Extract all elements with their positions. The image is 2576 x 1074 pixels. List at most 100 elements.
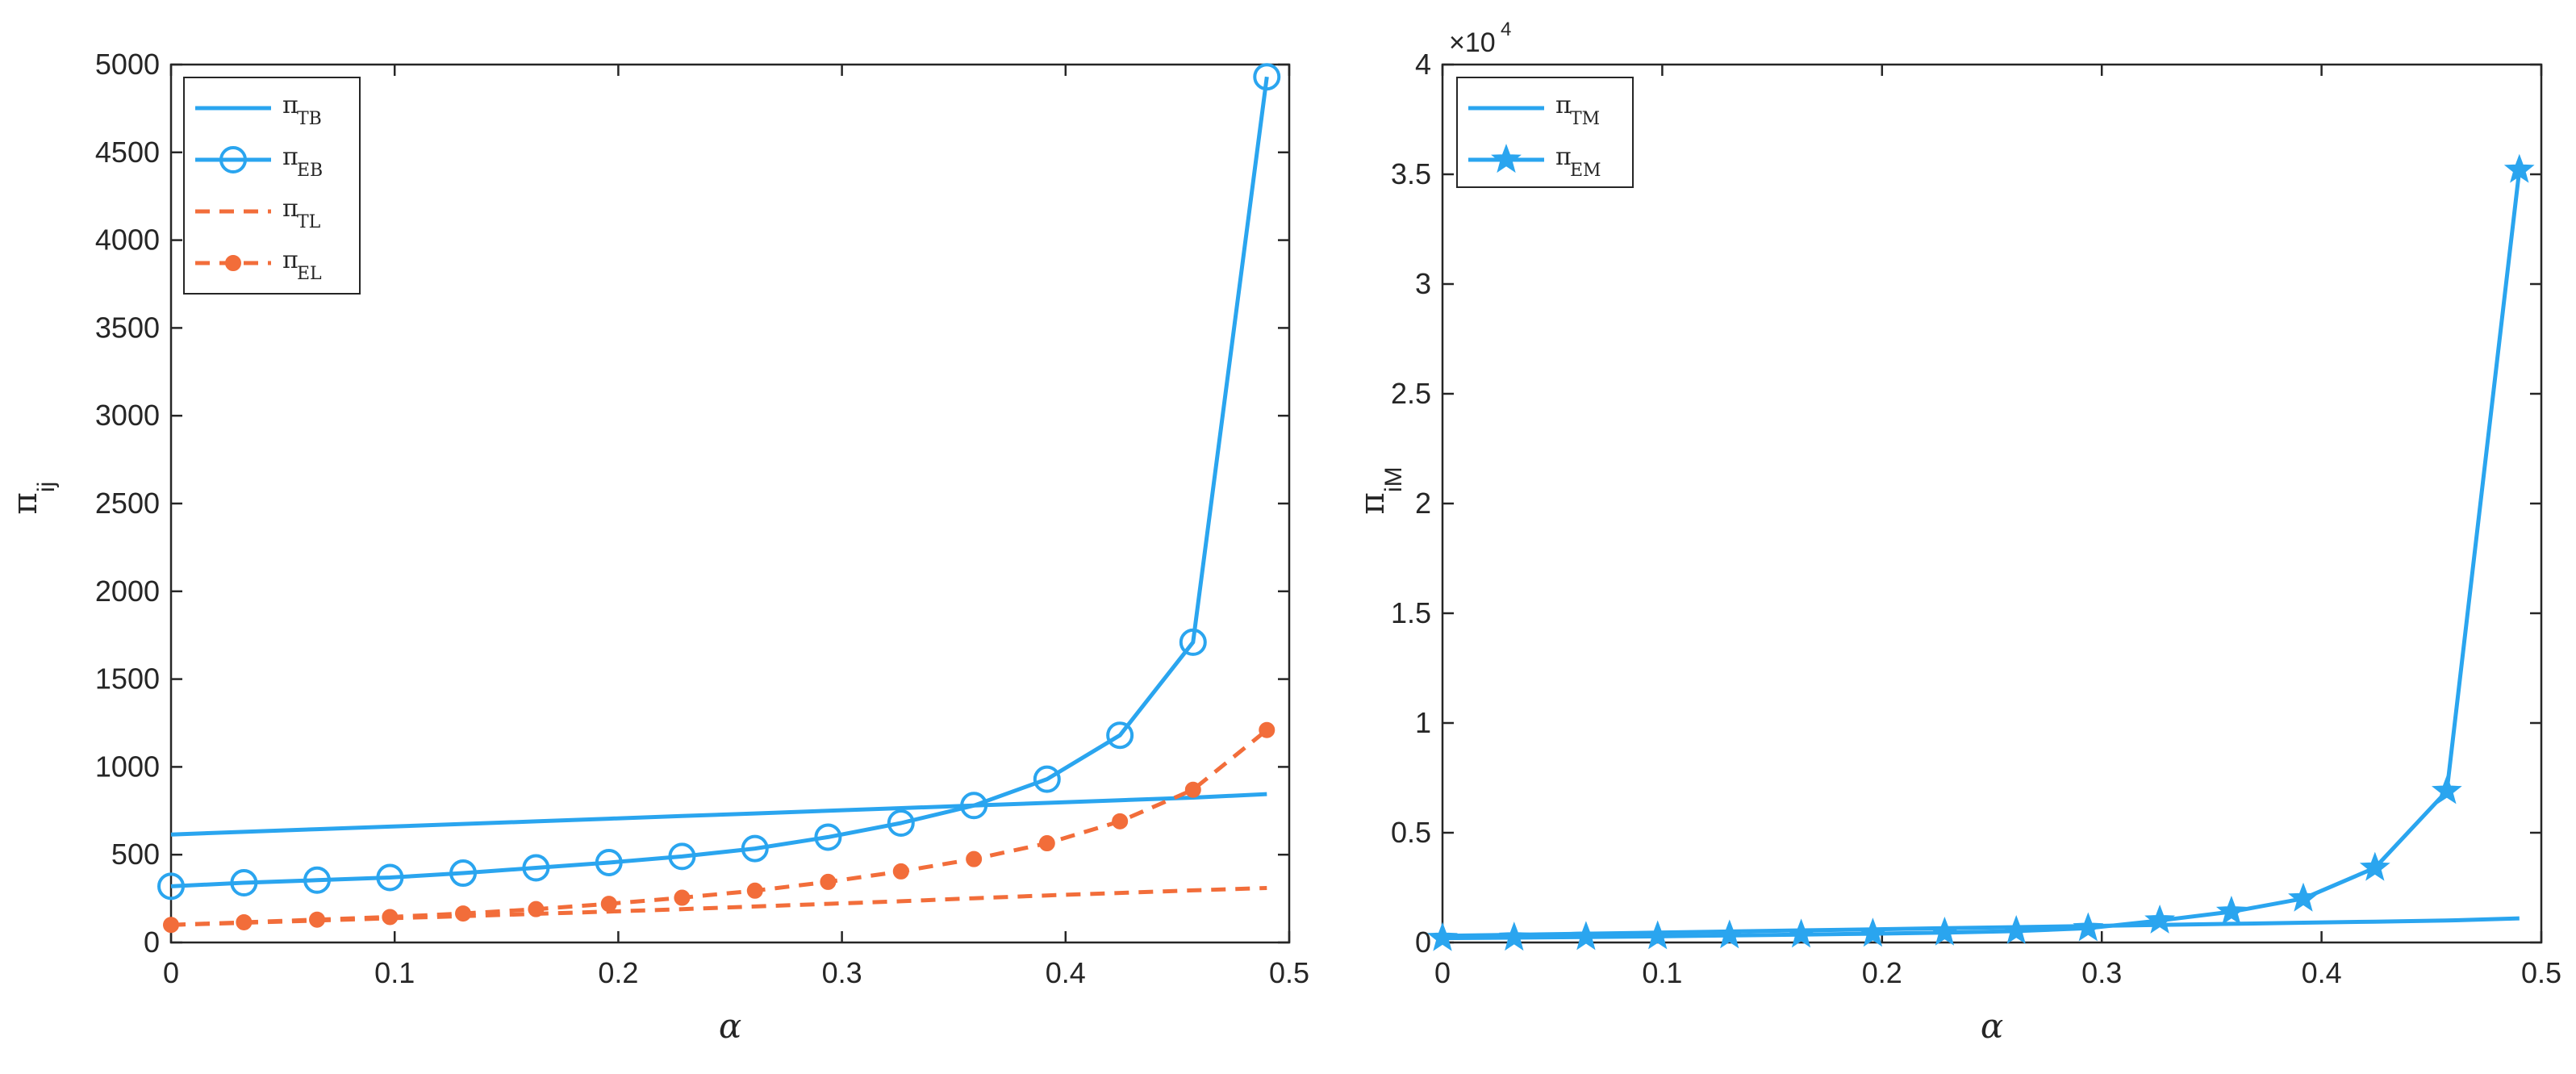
- x-tick-label: 0.4: [2302, 956, 2342, 989]
- legend-label: π: [282, 91, 299, 119]
- legend-entry-EM: πEM: [1468, 143, 1601, 181]
- legend-label-sub: EM: [1570, 161, 1601, 181]
- series-line-TB: [170, 792, 1267, 837]
- y-tick-label: 4000: [95, 224, 160, 257]
- marker-dot-3: [382, 909, 399, 926]
- y-tick-label: 1: [1415, 706, 1431, 739]
- marker-circle-14: [1179, 628, 1207, 656]
- marker-dot-6: [600, 896, 617, 913]
- legend-label-sub: TB: [297, 109, 322, 129]
- legend-box: [183, 77, 361, 295]
- legend-label: π: [282, 143, 299, 171]
- marker-dot-11: [966, 850, 983, 867]
- x-tick-label: 0.2: [1862, 956, 1902, 989]
- x-tick-label: 0.3: [2081, 956, 2122, 989]
- series-line-EM: [1442, 169, 2522, 941]
- y-tick-label: 3500: [95, 311, 160, 344]
- x-tick-label: 0: [163, 956, 179, 989]
- y-axis-label-sub: iM: [1380, 466, 1407, 492]
- legend-label: π: [282, 194, 299, 223]
- marker-dot-0: [163, 917, 179, 934]
- legend-entry-TL: πTL: [195, 194, 321, 232]
- marker-dot-2: [309, 911, 326, 928]
- marker-circle-15: [1253, 63, 1281, 91]
- legend-label-sub: EB: [297, 161, 323, 181]
- marker-dot-13: [1112, 813, 1129, 830]
- y-axis-label: πij: [5, 482, 60, 515]
- legend-label: π: [1555, 143, 1572, 171]
- series-line-EB: [170, 76, 1269, 888]
- axis-multiplier-exponent: 4: [1501, 19, 1511, 40]
- marker-circle-4: [449, 859, 478, 888]
- legend-entry-TM: πTM: [1468, 91, 1600, 129]
- y-tick-label: 0: [1415, 926, 1431, 959]
- y-tick-label: 2: [1415, 487, 1431, 520]
- y-axis-label-main: π: [5, 492, 44, 515]
- marker-circle-12: [1033, 765, 1061, 793]
- legend-entry-EL: πEL: [195, 246, 322, 284]
- y-tick-label: 1.5: [1391, 596, 1431, 629]
- series-EB: [157, 63, 1281, 901]
- y-tick-label: 4: [1415, 48, 1431, 81]
- marker-dot-9: [820, 873, 837, 890]
- y-tick-label: 1000: [95, 750, 160, 783]
- panel-1: 0 0.1 0.2 0.3 0.4 0.5 0 500 1000 1500 2000 2500 3000…: [5, 48, 1309, 1046]
- legend-label: π: [1555, 91, 1572, 119]
- marker-star-8: [2001, 915, 2032, 944]
- y-tick-label: 5000: [95, 48, 160, 81]
- y-tick-label: 0: [144, 926, 160, 959]
- y-tick-label: 3.5: [1391, 157, 1431, 190]
- marker-star-1: [1498, 921, 1530, 951]
- marker-dot-7: [674, 889, 691, 906]
- axis-multiplier: ×10: [1449, 27, 1496, 58]
- x-tick-label: 0: [1434, 956, 1451, 989]
- series-TB: [170, 792, 1267, 837]
- y-axis-label-main: π: [1352, 492, 1392, 515]
- series-line-EL: [170, 728, 1268, 927]
- legend-entry-TB: πTB: [195, 91, 322, 129]
- marker-star-12: [2288, 882, 2319, 912]
- marker-star-14: [2431, 775, 2462, 804]
- x-axis-label: α: [719, 1006, 741, 1046]
- y-axis-label: πiM: [1352, 466, 1407, 514]
- series-EL: [163, 721, 1275, 934]
- legend-label-sub: EL: [297, 264, 322, 284]
- x-tick-label: 0.5: [2521, 956, 2561, 989]
- y-axis-label-sub: ij: [33, 482, 60, 492]
- marker-star-13: [2359, 851, 2390, 881]
- legend-box: [1456, 77, 1634, 188]
- y-tick-label: 0.5: [1391, 816, 1431, 849]
- marker-star-10: [2144, 904, 2176, 934]
- marker-star-6: [1857, 917, 1889, 947]
- marker-circle-8: [741, 834, 769, 863]
- plot-area: [1441, 63, 2543, 944]
- legend-label-sub: TM: [1570, 109, 1600, 129]
- marker-dot-4: [455, 905, 472, 922]
- marker-circle-6: [595, 848, 623, 876]
- marker-dot-14: [1184, 781, 1201, 798]
- marker-star-7: [1929, 916, 1960, 946]
- x-tick-label: 0.4: [1046, 956, 1086, 989]
- y-tick-label: 3000: [95, 399, 160, 432]
- marker-star-9: [2073, 912, 2104, 942]
- marker-dot-1: [236, 913, 253, 930]
- marker-circle-2: [303, 866, 332, 894]
- marker-star-3: [1642, 920, 1673, 950]
- marker-circle-11: [960, 792, 988, 820]
- legend-label-sub: TL: [297, 212, 321, 232]
- x-tick-label: 0.1: [374, 956, 415, 989]
- marker-circle-10: [887, 809, 915, 838]
- marker-star-11: [2215, 896, 2247, 926]
- marker-circle-3: [376, 863, 404, 892]
- marker-star-0: [1427, 921, 1458, 951]
- series-EM: [1427, 153, 2535, 951]
- marker-star-legend: [1491, 144, 1522, 173]
- y-tick-label: 500: [111, 838, 160, 871]
- marker-star-4: [1714, 919, 1745, 949]
- marker-dot-10: [892, 863, 909, 880]
- x-tick-label: 0.5: [1269, 956, 1309, 989]
- x-tick-label: 0.1: [1642, 956, 1682, 989]
